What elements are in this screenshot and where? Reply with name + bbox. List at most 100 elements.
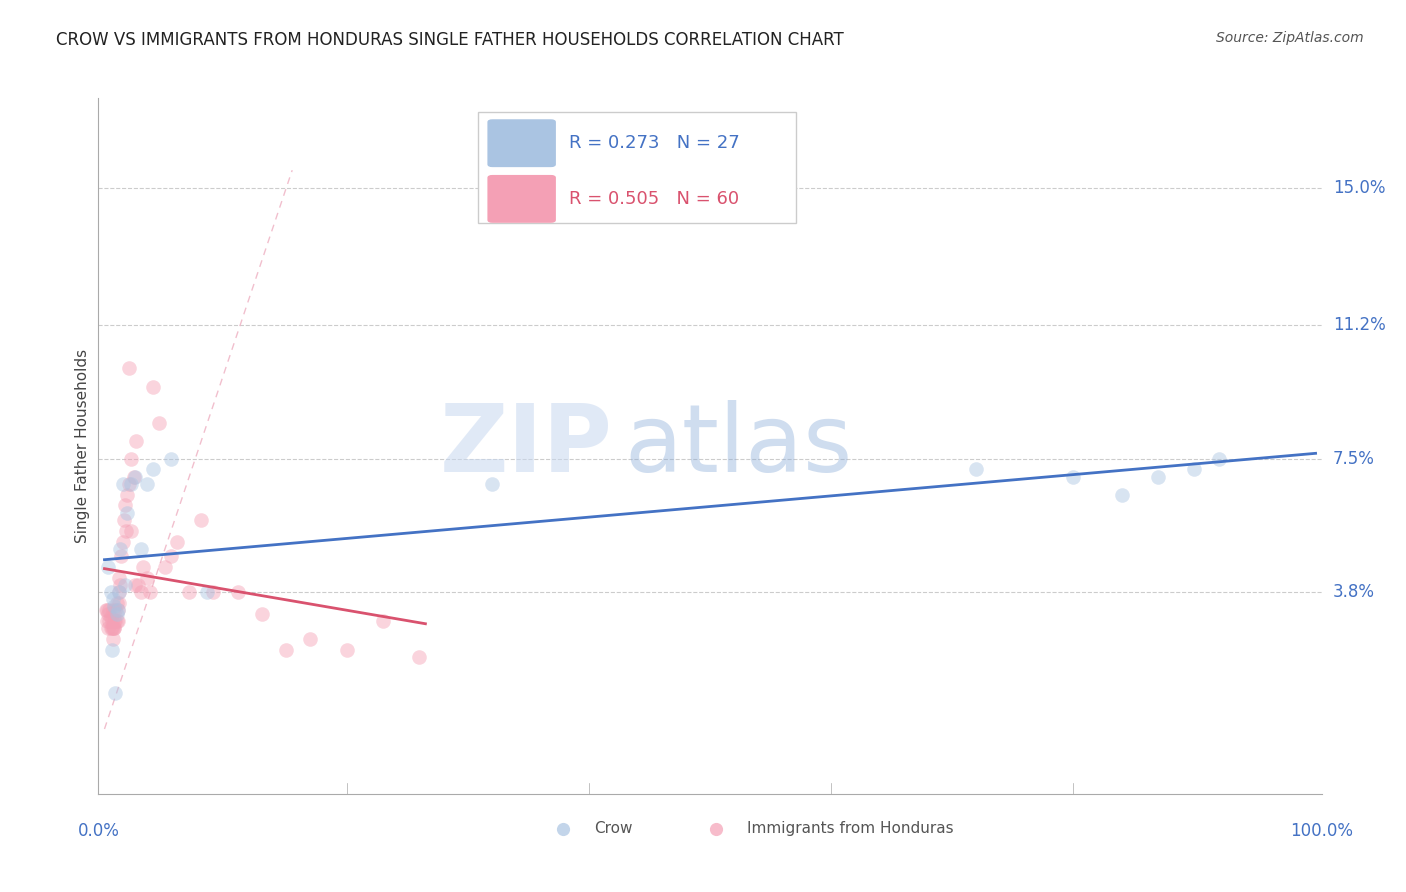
- Point: [142, 462, 165, 476]
- Point: [103, 614, 125, 628]
- Point: [101, 603, 124, 617]
- Text: 15.0%: 15.0%: [1333, 179, 1385, 197]
- Point: [202, 585, 225, 599]
- Text: 7.5%: 7.5%: [1333, 450, 1375, 467]
- Point: [1208, 451, 1230, 466]
- Point: [103, 621, 125, 635]
- Point: [1062, 469, 1084, 483]
- Point: [107, 614, 129, 628]
- Point: [139, 585, 162, 599]
- Point: [101, 592, 124, 607]
- Point: [179, 585, 201, 599]
- Point: [100, 621, 122, 635]
- Point: [226, 585, 249, 599]
- Point: [97, 621, 120, 635]
- Point: [408, 649, 430, 664]
- Point: [97, 607, 120, 621]
- Point: [103, 599, 125, 614]
- Text: 100.0%: 100.0%: [1291, 822, 1353, 839]
- Point: [103, 621, 125, 635]
- Point: [250, 607, 273, 621]
- Text: Immigrants from Honduras: Immigrants from Honduras: [747, 822, 953, 836]
- Point: [299, 632, 322, 646]
- Point: [105, 614, 128, 628]
- Point: [107, 603, 129, 617]
- Point: [135, 476, 157, 491]
- Point: [100, 614, 122, 628]
- Text: 3.8%: 3.8%: [1333, 583, 1375, 601]
- Point: [111, 476, 134, 491]
- Point: [111, 534, 134, 549]
- Point: [96, 603, 118, 617]
- Point: [190, 513, 212, 527]
- Point: [100, 642, 122, 657]
- Point: [97, 559, 120, 574]
- Point: [115, 524, 138, 538]
- Point: [98, 614, 121, 628]
- Point: [132, 559, 155, 574]
- Point: [108, 585, 131, 599]
- Point: [124, 469, 146, 483]
- Point: [120, 451, 142, 466]
- Point: [1111, 488, 1133, 502]
- Text: atlas: atlas: [624, 400, 852, 492]
- Point: [110, 549, 132, 563]
- FancyBboxPatch shape: [478, 112, 796, 223]
- Text: 0.0%: 0.0%: [77, 822, 120, 839]
- Point: [481, 476, 503, 491]
- Point: [94, 603, 117, 617]
- Point: [276, 642, 298, 657]
- Point: [118, 361, 141, 376]
- Point: [127, 578, 149, 592]
- Point: [142, 379, 165, 393]
- Point: [197, 585, 219, 599]
- Point: [96, 614, 118, 628]
- Point: [107, 603, 129, 617]
- Text: R = 0.505   N = 60: R = 0.505 N = 60: [569, 190, 740, 208]
- Text: ZIP: ZIP: [439, 400, 612, 492]
- Text: CROW VS IMMIGRANTS FROM HONDURAS SINGLE FATHER HOUSEHOLDS CORRELATION CHART: CROW VS IMMIGRANTS FROM HONDURAS SINGLE …: [56, 31, 844, 49]
- Point: [153, 559, 176, 574]
- Point: [100, 610, 122, 624]
- Y-axis label: Single Father Households: Single Father Households: [75, 349, 90, 543]
- Point: [104, 603, 127, 617]
- Point: [120, 524, 142, 538]
- Point: [105, 607, 128, 621]
- Point: [108, 596, 131, 610]
- Point: [124, 578, 146, 592]
- Point: [129, 585, 152, 599]
- Point: [114, 499, 136, 513]
- Point: [148, 416, 170, 430]
- Point: [166, 534, 188, 549]
- Point: [114, 578, 136, 592]
- Point: [160, 451, 183, 466]
- Point: [108, 585, 131, 599]
- Point: [110, 578, 132, 592]
- Point: [112, 513, 135, 527]
- Point: [98, 603, 121, 617]
- Text: R = 0.273   N = 27: R = 0.273 N = 27: [569, 134, 740, 153]
- Point: [125, 434, 148, 448]
- Point: [1184, 462, 1206, 476]
- Point: [118, 476, 141, 491]
- Point: [104, 686, 127, 700]
- Point: [1147, 469, 1170, 483]
- Point: [104, 614, 127, 628]
- Point: [108, 571, 131, 585]
- Point: [966, 462, 988, 476]
- FancyBboxPatch shape: [488, 120, 555, 167]
- Point: [117, 506, 139, 520]
- Text: Crow: Crow: [593, 822, 633, 836]
- Point: [110, 541, 132, 556]
- Point: [105, 596, 128, 610]
- Text: 11.2%: 11.2%: [1333, 317, 1385, 334]
- Point: [135, 571, 157, 585]
- Point: [101, 621, 124, 635]
- Point: [160, 549, 183, 563]
- Point: [120, 476, 142, 491]
- Point: [101, 632, 124, 646]
- Point: [122, 469, 145, 483]
- Point: [100, 621, 122, 635]
- Text: Source: ZipAtlas.com: Source: ZipAtlas.com: [1216, 31, 1364, 45]
- Point: [336, 642, 359, 657]
